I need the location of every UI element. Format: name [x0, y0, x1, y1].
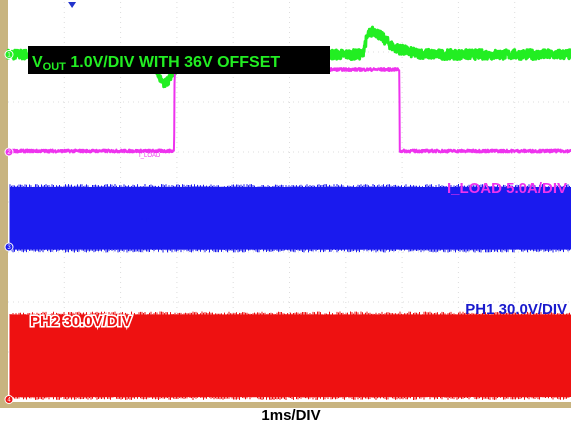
iload-trace-tag: I_LOAD [139, 153, 161, 159]
vout-label-rest: 1.0V/DIV WITH 36V OFFSET [66, 54, 280, 71]
trigger-position-marker [68, 2, 77, 8]
vout-label-text: VOUT 1.0V/DIV WITH 36V OFFSET [32, 54, 280, 73]
ph1-scale-label: PH1 30.0V/DIV [465, 301, 567, 318]
ph1-trace-noise [9, 184, 570, 253]
channel-markers: 1 2 3 4 [4, 2, 77, 404]
vout-label: VOUT 1.0V/DIV WITH 36V OFFSET [28, 46, 330, 74]
iload-trace-marker-number: 2 [7, 150, 11, 156]
ph2-trace-ground-marker [4, 395, 14, 404]
left-bezel [0, 0, 8, 408]
ph1-trace-ground-marker [4, 242, 14, 252]
ph1-trace-tag: PH1 [139, 218, 151, 224]
ph2-scale-label: PH2 30.0V/DIV [30, 313, 132, 330]
timebase-label: 1ms/DIV [261, 407, 320, 424]
vout-label-background [28, 46, 330, 74]
ph1-trace-marker-number: 3 [7, 245, 11, 251]
waveform-traces [6, 25, 571, 400]
ph2-trace-noise [9, 311, 570, 400]
bottom-bezel [0, 402, 571, 408]
iload-scale-label: I_LOAD 5.0A/DIV [447, 180, 567, 197]
vout-label-sub: OUT [43, 61, 67, 73]
vout-trace-marker-number: 1 [7, 53, 11, 59]
vout-trace-ground-marker [4, 50, 14, 59]
iload-trace-ground-marker [4, 147, 14, 157]
ph2-trace-marker-number: 4 [7, 398, 11, 404]
vout-label-main: V [32, 54, 43, 71]
